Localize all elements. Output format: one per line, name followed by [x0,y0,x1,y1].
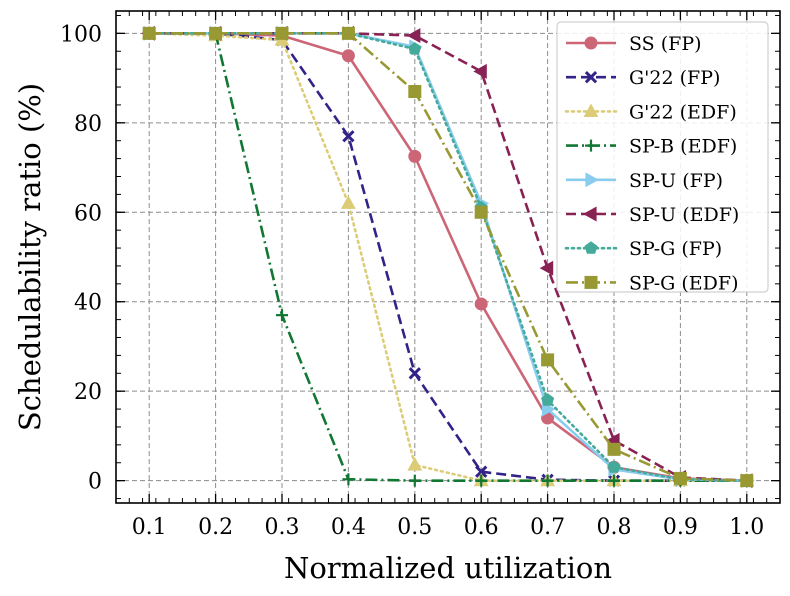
data-point [342,473,355,486]
legend-marker [584,275,598,289]
series-line [147,32,749,482]
legend-label: SP-G (EDF) [629,272,739,294]
data-point [408,474,421,487]
data-point [406,28,421,44]
series-line [149,32,747,482]
data-point [607,442,621,456]
data-point [408,85,422,99]
data-point [408,149,422,163]
data-point [541,393,555,406]
legend-marker [583,206,597,222]
data-point [673,471,687,485]
y-axis-title: Schedulability ratio (%) [13,83,47,431]
data-point [474,205,488,219]
legend-label: G'22 (EDF) [629,101,737,123]
data-point [407,457,423,471]
x-tick-label: 1.0 [729,515,764,540]
data-point [475,474,488,487]
series-layer [141,25,755,489]
legend-label: G'22 (FP) [629,67,720,89]
data-point [342,130,355,143]
legend-label: SP-U (EDF) [629,204,739,226]
series-sp-g-edf [142,26,754,488]
legend-marker [585,139,597,152]
data-point [539,260,554,276]
y-tick-label: 60 [74,201,102,226]
data-point [142,26,156,40]
legend-box [556,21,769,293]
legend-label: SP-G (FP) [629,238,722,260]
x-stroke [584,71,598,84]
x-tick-label: 0.1 [132,515,167,540]
data-point [740,474,754,488]
ticks: 0.1 0.2 0.3 0.4 0.5 0.6 0.7 0.8 0.9 1.0 0 20 40 60 80 1… [60,11,781,540]
data-point [475,465,488,478]
data-point [408,367,421,380]
y-tick-label: 80 [74,112,102,137]
legend-entry: G'22 (FP) [566,67,720,89]
x-tick-label: 0.2 [198,515,233,540]
legend: SS (FP) G'22 (FP) G'22 (EDF) SP-B (EDF) SP-U… [556,21,769,294]
legend-entry: G'22 (EDF) [564,101,737,123]
legend-entry: SP-G (EDF) [566,272,739,294]
y-tick-label: 0 [88,470,102,495]
x-tick-label: 0.3 [265,515,300,540]
legend-marker [584,71,598,84]
data-point [473,63,487,79]
data-point [340,195,356,209]
data-point [341,26,355,40]
data-point [541,353,555,367]
data-point [608,474,620,487]
x-tick-label: 0.6 [464,515,499,540]
data-point [275,26,289,40]
data-point [474,297,488,311]
y-tick-label: 20 [74,380,102,405]
legend-entry: SS (FP) [566,33,702,55]
y-tick-label: 100 [60,22,102,47]
data-point [341,49,355,63]
series-line [149,32,747,482]
x-stroke [408,367,421,380]
data-point [276,309,288,322]
legend-marker [583,103,599,117]
legend-entry: SP-B (EDF) [566,136,737,158]
x-stroke [475,465,488,478]
legend-entry: SP-U (FP) [566,170,723,192]
x-tick-label: 0.8 [597,515,632,540]
x-tick-label: 0.7 [530,515,565,540]
series-line [147,32,749,482]
x-tick-label: 0.9 [663,515,698,540]
legend-label: SP-B (EDF) [629,136,737,158]
data-point [542,401,556,417]
x-stroke [342,130,355,143]
data-point [541,474,554,487]
x-tick-label: 0.4 [331,515,366,540]
legend-marker [585,172,599,188]
legend-label: SP-U (FP) [629,170,723,192]
y-tick-label: 40 [74,291,102,316]
data-point [607,460,621,473]
legend-marker [584,241,598,254]
data-point [408,42,422,55]
legend-entry: SP-G (FP) [564,238,722,260]
x-tick-label: 0.5 [397,515,432,540]
legend-marker [584,36,598,50]
legend-entry: SP-U (EDF) [566,204,739,226]
data-point [209,26,223,40]
legend-label: SS (FP) [629,33,702,55]
x-axis-title: Normalized utilization [284,551,612,585]
